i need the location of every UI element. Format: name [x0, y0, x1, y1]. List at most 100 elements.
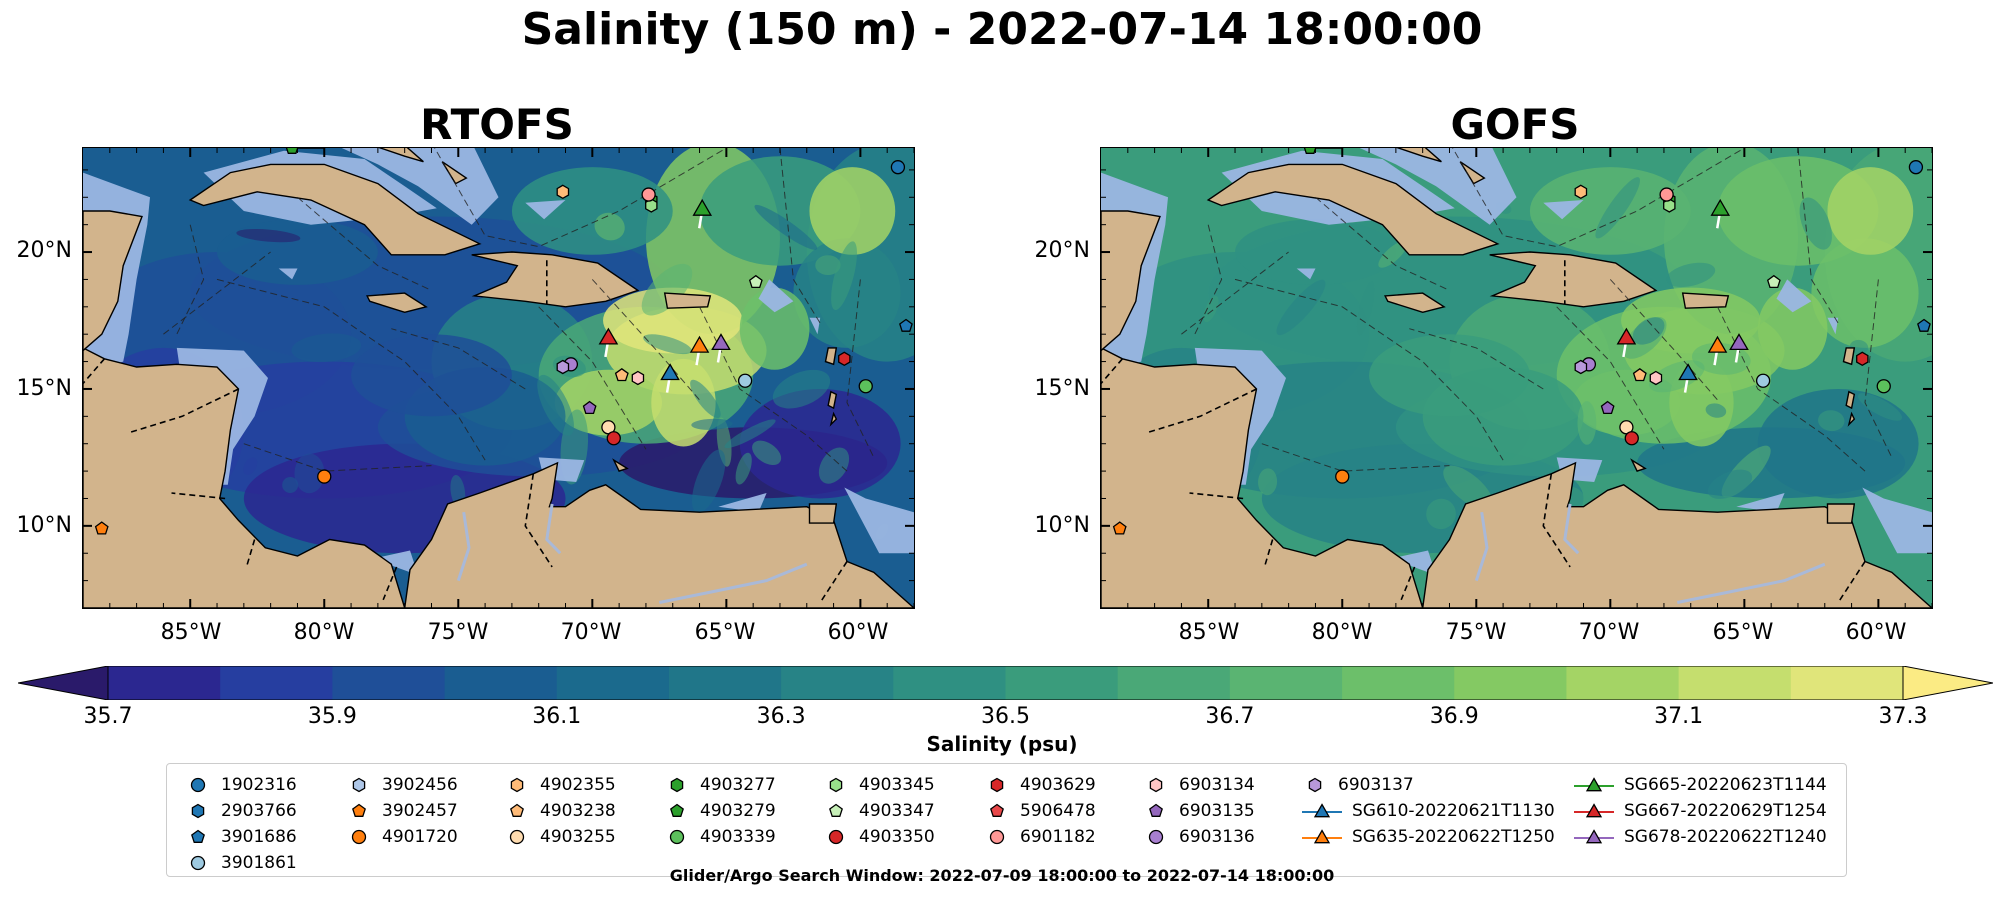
- argo-float-marker[interactable]: [1624, 431, 1639, 446]
- glider-marker[interactable]: [1616, 327, 1637, 345]
- argo-float-marker[interactable]: [614, 367, 629, 382]
- colorbar-bin: [1117, 666, 1231, 700]
- shallow-shelf: [1543, 200, 1584, 220]
- land-curacao: [1630, 458, 1647, 472]
- glider-marker[interactable]: [692, 198, 713, 216]
- float-legend-icon[interactable]: [351, 829, 367, 845]
- map-gofs[interactable]: [1100, 147, 1933, 609]
- argo-float-marker[interactable]: [1856, 351, 1869, 367]
- float-legend-icon[interactable]: [510, 777, 524, 793]
- float-legend-icon[interactable]: [669, 829, 685, 845]
- argo-float-marker[interactable]: [737, 373, 753, 388]
- float-legend-icon[interactable]: [352, 777, 366, 793]
- argo-float-marker[interactable]: [1659, 187, 1674, 202]
- land-jamaica: [366, 292, 428, 314]
- glider-marker[interactable]: [1678, 363, 1698, 381]
- argo-float-marker[interactable]: [556, 184, 570, 200]
- argo-float-marker[interactable]: [645, 198, 658, 213]
- float-legend-icon[interactable]: [670, 803, 684, 817]
- argo-float-marker[interactable]: [94, 521, 109, 535]
- argo-float-marker[interactable]: [838, 351, 851, 367]
- glider-marker[interactable]: [598, 327, 619, 345]
- land-hispaniola: [1489, 251, 1658, 308]
- argo-float-marker[interactable]: [1917, 318, 1931, 332]
- float-legend-icon[interactable]: [191, 803, 205, 819]
- argo-float-marker[interactable]: [641, 187, 656, 202]
- glider-marker[interactable]: [1729, 333, 1749, 351]
- argo-float-marker[interactable]: [1574, 184, 1588, 200]
- float-legend-icon[interactable]: [990, 777, 1004, 793]
- map-rtofs[interactable]: [82, 147, 915, 609]
- glider-marker[interactable]: [711, 333, 731, 351]
- land-lesser1: [1842, 347, 1856, 366]
- eez-boundary: [1194, 224, 1223, 335]
- argo-float-marker[interactable]: [317, 469, 332, 484]
- argo-float-marker[interactable]: [582, 400, 597, 415]
- float-legend-icon[interactable]: [989, 829, 1005, 845]
- argo-float-marker[interactable]: [631, 370, 645, 386]
- legend-label: 4903277: [700, 775, 776, 795]
- argo-float-marker[interactable]: [606, 431, 621, 446]
- float-legend-icon[interactable]: [1148, 829, 1164, 845]
- float-legend-icon[interactable]: [509, 829, 525, 845]
- colorbar-tick-label: 36.1: [532, 704, 582, 729]
- glider-legend-icon[interactable]: [1585, 777, 1603, 792]
- glider-legend-icon[interactable]: [1313, 803, 1331, 818]
- argo-float-marker[interactable]: [858, 379, 873, 394]
- eddy-feature: [818, 447, 850, 484]
- glider-legend-icon[interactable]: [1585, 829, 1603, 844]
- float-legend-icon[interactable]: [1149, 777, 1163, 793]
- argo-float-marker[interactable]: [556, 359, 570, 375]
- argo-float-marker[interactable]: [899, 318, 913, 332]
- float-legend-icon[interactable]: [829, 803, 843, 817]
- glider-marker[interactable]: [1707, 335, 1728, 353]
- float-legend-icon[interactable]: [828, 829, 844, 845]
- country-border: [1189, 492, 1244, 500]
- glider-legend-icon[interactable]: [1313, 829, 1331, 844]
- legend-label: 3901861: [221, 853, 297, 873]
- argo-float-marker[interactable]: [890, 160, 906, 175]
- salinity-patch: [511, 167, 673, 255]
- float-legend-icon[interactable]: [1308, 777, 1322, 793]
- argo-float-marker[interactable]: [1600, 400, 1615, 415]
- float-legend-icon[interactable]: [190, 855, 206, 871]
- float-legend-icon[interactable]: [190, 777, 206, 793]
- land-lesser2: [1845, 390, 1856, 410]
- panel-title-rtofs: RTOFS: [420, 100, 574, 149]
- glider-marker[interactable]: [660, 363, 680, 381]
- argo-float-marker[interactable]: [1632, 367, 1647, 382]
- argo-float-marker[interactable]: [1908, 160, 1924, 175]
- argo-float-marker[interactable]: [1876, 379, 1891, 394]
- salinity-patch: [217, 219, 378, 285]
- float-legend-icon[interactable]: [352, 803, 366, 817]
- argo-float-marker[interactable]: [1766, 274, 1781, 289]
- argo-float-marker[interactable]: [1663, 198, 1676, 213]
- glider-marker[interactable]: [1710, 198, 1731, 216]
- land-jamaica: [1384, 292, 1446, 314]
- argo-float-marker[interactable]: [1649, 370, 1663, 386]
- lat-tick-15n-right: 15°N: [1034, 376, 1090, 401]
- float-legend-icon[interactable]: [670, 777, 684, 793]
- eez-boundary: [391, 328, 526, 390]
- float-legend-icon[interactable]: [829, 777, 843, 793]
- argo-float-marker[interactable]: [748, 274, 763, 289]
- land-yucatan: [1101, 210, 1161, 352]
- argo-float-marker[interactable]: [1335, 469, 1350, 484]
- legend-item: 3902457: [344, 799, 458, 823]
- float-legend-icon[interactable]: [191, 829, 205, 843]
- argo-float-marker[interactable]: [285, 148, 299, 154]
- argo-float-marker[interactable]: [1303, 148, 1317, 154]
- river: [1677, 562, 1826, 604]
- argo-float-marker[interactable]: [1755, 373, 1771, 388]
- argo-float-marker[interactable]: [1574, 359, 1588, 375]
- eez-boundary: [1797, 148, 1839, 324]
- float-legend-icon[interactable]: [990, 803, 1004, 817]
- float-legend-icon[interactable]: [510, 803, 524, 817]
- legend-item: 4903238: [502, 799, 616, 823]
- legend-label: 4902355: [540, 775, 616, 795]
- argo-float-marker[interactable]: [1112, 521, 1127, 535]
- legend-label: 6901182: [1020, 827, 1096, 847]
- glider-legend-icon[interactable]: [1585, 803, 1603, 818]
- glider-marker[interactable]: [689, 335, 710, 353]
- float-legend-icon[interactable]: [1149, 803, 1163, 817]
